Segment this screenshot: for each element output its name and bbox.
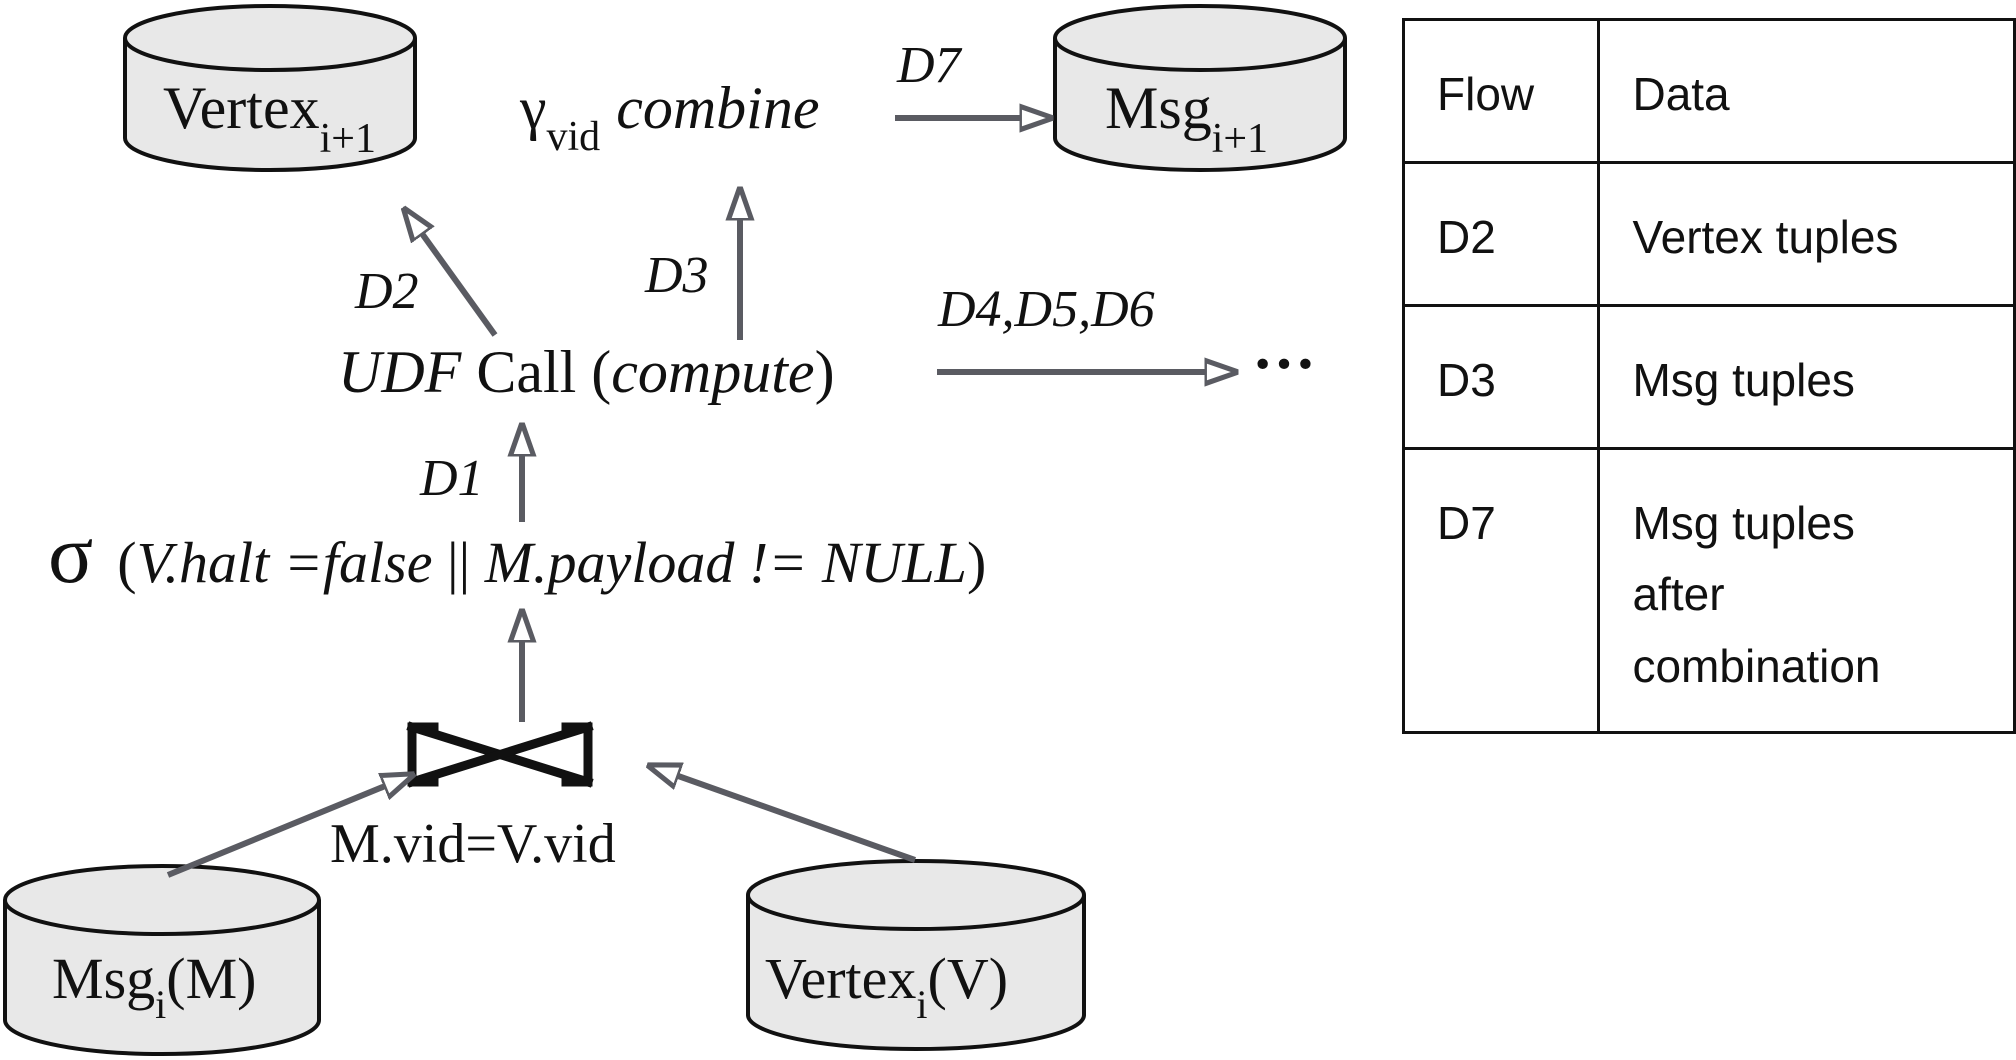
legend-data-line: Vertex tuples: [1632, 211, 1899, 263]
legend-header-flow: Flow: [1401, 18, 1601, 164]
msg-next-label: Msgi+1: [1105, 75, 1268, 162]
vertex-cur-label: Vertexi(V): [765, 946, 1008, 1027]
legend-data-line: Msg tuples: [1632, 497, 1855, 549]
legend-data-line: after: [1632, 568, 1725, 621]
msg-next-cylinder: Msgi+1: [1053, 4, 1347, 172]
dataflow-diagram: Vertexi+1 Msgi+1 Msgi(M) Vertexi(V) γvid…: [2, 4, 1347, 1056]
vertex-next-cylinder: Vertexi+1: [123, 4, 417, 172]
msg-cur-cylinder: Msgi(M): [2, 864, 321, 1056]
legend-header-row: Flow Data: [1401, 18, 2016, 164]
edge-label-d456: D4,D5,D6: [937, 281, 1155, 338]
vertex-next-label: Vertexi+1: [163, 75, 376, 162]
legend-row: D3 Msg tuples: [1401, 304, 2016, 450]
continuation-ellipsis: ···: [1252, 328, 1316, 399]
msg-cur-label: Msgi(M): [52, 946, 256, 1027]
udf-call-operator: UDF Call (compute): [338, 339, 835, 405]
legend-data-line: Msg tuples: [1632, 354, 1855, 406]
combine-operator: γvid combine: [519, 75, 819, 160]
legend-flow-cell: D7: [1401, 447, 1601, 734]
legend-data-cell: Msg tuples: [1597, 304, 2016, 450]
edge-label-d1: D1: [419, 450, 484, 507]
edge-d2: [405, 210, 498, 337]
legend-flow-cell: D2: [1401, 161, 1601, 307]
vertex-cur-cylinder: Vertexi(V): [746, 859, 1086, 1051]
legend-data-cell: Msg tuples after combination: [1597, 447, 2016, 734]
join-condition: M.vid=V.vid: [330, 813, 616, 875]
legend-header-data: Data: [1597, 18, 2016, 164]
legend-data-line: combination: [1632, 639, 1881, 692]
edge-label-d2: D2: [354, 263, 419, 320]
selection-operator: σ (V.halt =false || M.payload != NULL): [48, 508, 986, 601]
flow-legend-table: Flow Data D2 Vertex tuples D3 Msg tuples…: [1401, 18, 2016, 734]
edge-label-d7: D7: [896, 37, 963, 94]
legend-row: D7 Msg tuples after combination: [1401, 447, 2016, 734]
edge-vertex-to-join: [650, 766, 917, 863]
edge-msg-to-join: [166, 775, 412, 878]
legend-data-cell: Vertex tuples: [1597, 161, 2016, 307]
edge-label-d3: D3: [644, 247, 709, 304]
legend-flow-cell: D3: [1401, 304, 1601, 450]
legend-row: D2 Vertex tuples: [1401, 161, 2016, 307]
join-icon: [406, 721, 594, 788]
